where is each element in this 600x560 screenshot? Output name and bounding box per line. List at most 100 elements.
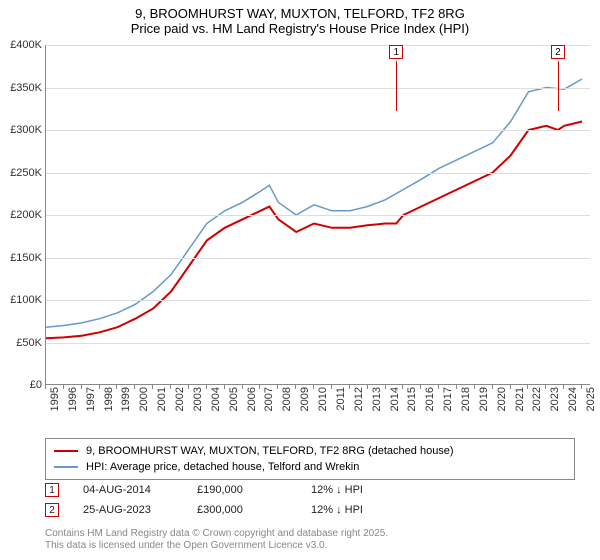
footer-line1: Contains HM Land Registry data © Crown c… [45,528,388,540]
x-axis-label: 2013 [371,387,383,411]
series-price_paid [46,122,582,339]
chart-container: 9, BROOMHURST WAY, MUXTON, TELFORD, TF2 … [0,0,600,560]
y-axis-label: £200K [10,209,42,221]
y-axis-label: £250K [10,167,42,179]
x-axis-label: 2000 [138,387,150,411]
x-axis-label: 2018 [460,387,472,411]
plot-area: 12 [45,45,590,385]
x-tick [349,385,350,389]
x-axis-label: 1995 [49,387,61,411]
x-axis-label: 2023 [549,387,561,411]
gridline [46,88,590,89]
title-block: 9, BROOMHURST WAY, MUXTON, TELFORD, TF2 … [0,0,600,36]
x-tick [545,385,546,389]
x-tick [402,385,403,389]
x-axis-label: 2022 [531,387,543,411]
footer-line2: This data is licensed under the Open Gov… [45,540,388,552]
y-axis-label: £300K [10,124,42,136]
x-axis-label: 2009 [299,387,311,411]
x-axis-label: 1997 [85,387,97,411]
x-axis-label: 2015 [406,387,418,411]
sale-date: 04-AUG-2014 [83,484,173,496]
sale-price: £300,000 [197,504,287,516]
x-axis-label: 2006 [246,387,258,411]
x-tick [420,385,421,389]
legend-label: HPI: Average price, detached house, Telf… [86,461,359,473]
x-axis-label: 2016 [424,387,436,411]
x-tick [81,385,82,389]
x-axis-label: 2010 [317,387,329,411]
gridline [46,258,590,259]
sale-row: 104-AUG-2014£190,00012% ↓ HPI [45,480,401,500]
x-axis-label: 2014 [389,387,401,411]
marker-line [558,61,559,111]
y-axis-label: £50K [16,337,42,349]
x-tick [581,385,582,389]
y-axis-label: £0 [30,379,42,391]
x-tick [563,385,564,389]
x-axis-label: 2020 [496,387,508,411]
x-tick [99,385,100,389]
x-axis-label: 2002 [174,387,186,411]
sale-hpi-diff: 12% ↓ HPI [311,504,401,516]
gridline [46,343,590,344]
x-axis-label: 2004 [210,387,222,411]
sale-marker-2: 2 [551,45,565,59]
y-axis-label: £400K [10,39,42,51]
x-tick [456,385,457,389]
legend-label: 9, BROOMHURST WAY, MUXTON, TELFORD, TF2 … [86,445,454,457]
x-axis-label: 2019 [478,387,490,411]
legend-swatch [54,450,78,452]
x-tick [474,385,475,389]
gridline [46,45,590,46]
x-axis-label: 2008 [281,387,293,411]
x-axis-label: 2003 [192,387,204,411]
x-tick [331,385,332,389]
x-tick [438,385,439,389]
x-tick [313,385,314,389]
x-tick [206,385,207,389]
x-axis-label: 2021 [514,387,526,411]
x-tick [385,385,386,389]
sale-row: 2 25-AUG-2023 £300,000 12% ↓ HPI [45,500,401,520]
x-axis-label: 2012 [353,387,365,411]
x-tick [134,385,135,389]
x-tick [152,385,153,389]
sale-price: £190,000 [197,484,287,496]
chart-title-line2: Price paid vs. HM Land Registry's House … [0,21,600,36]
x-tick [224,385,225,389]
x-tick [259,385,260,389]
x-tick [367,385,368,389]
legend-item: 9, BROOMHURST WAY, MUXTON, TELFORD, TF2 … [54,443,566,459]
x-tick [63,385,64,389]
sales-table: 104-AUG-2014£190,00012% ↓ HPI225-AUG-202… [45,480,401,520]
marker-line [396,61,397,111]
y-axis-label: £350K [10,82,42,94]
x-axis-label: 2005 [228,387,240,411]
y-axis-label: £150K [10,252,42,264]
gridline [46,130,590,131]
footer-attribution: Contains HM Land Registry data © Crown c… [45,528,388,552]
sale-date: 25-AUG-2023 [83,504,173,516]
y-axis-label: £100K [10,294,42,306]
legend: 9, BROOMHURST WAY, MUXTON, TELFORD, TF2 … [45,438,575,480]
sale-marker-icon: 2 [45,503,59,517]
x-axis-label: 2011 [335,387,347,411]
chart-area: 12 £0£50K£100K£150K£200K£250K£300K£350K£… [45,45,590,415]
x-tick [277,385,278,389]
gridline [46,300,590,301]
x-axis-label: 2025 [585,387,597,411]
gridline [46,215,590,216]
chart-title-line1: 9, BROOMHURST WAY, MUXTON, TELFORD, TF2 … [0,6,600,21]
x-tick [116,385,117,389]
x-tick [45,385,46,389]
gridline [46,173,590,174]
x-tick [295,385,296,389]
legend-swatch [54,466,78,468]
series-hpi [46,79,582,327]
x-tick [527,385,528,389]
x-axis-label: 1998 [103,387,115,411]
sale-hpi-diff: 12% ↓ HPI [311,484,401,496]
x-tick [510,385,511,389]
x-axis-label: 2007 [263,387,275,411]
